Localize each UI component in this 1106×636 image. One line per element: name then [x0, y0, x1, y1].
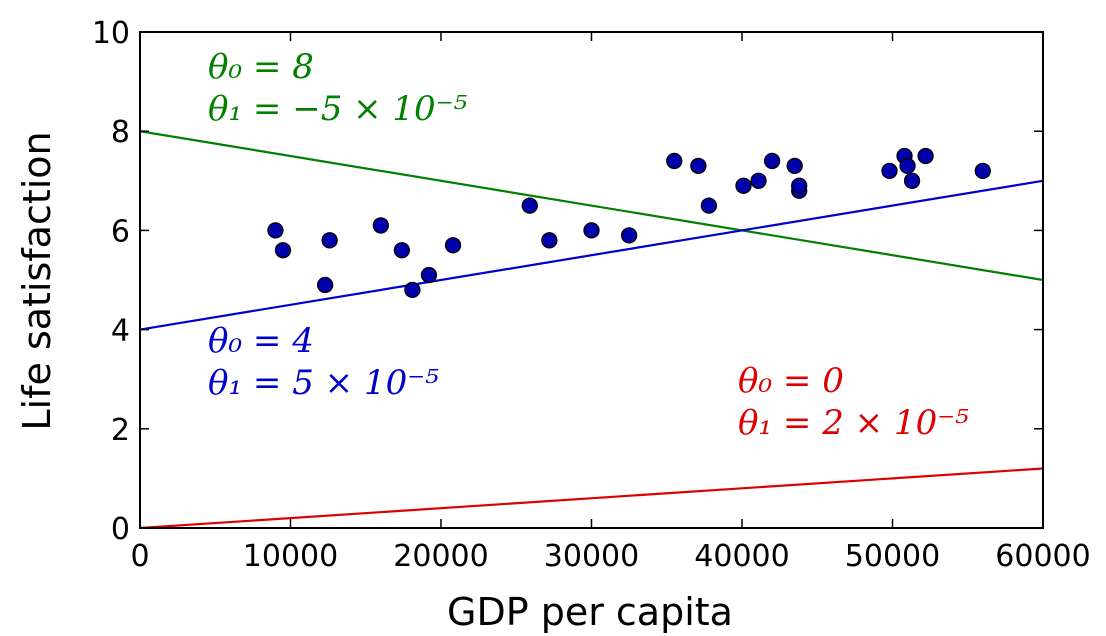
data-point: [620, 227, 638, 244]
data-point: [974, 162, 991, 180]
x-tick-label: 60000: [995, 539, 1090, 574]
plot-area: 0 10000 20000 30000 40000 50000 60000 0 2 4 6 8 10: [92, 16, 1091, 574]
annotation-red-theta0: θ₀ = 0: [738, 361, 844, 401]
annotation-red-theta1: θ₁ = 2 × 10⁻⁵: [738, 403, 969, 443]
x-tick-label: 50000: [845, 539, 940, 574]
data-point: [521, 197, 538, 214]
data-point: [666, 152, 683, 170]
data-point: [420, 266, 438, 284]
annotation-green-theta0: θ₀ = 8: [208, 47, 314, 87]
data-point: [881, 162, 898, 180]
data-point: [583, 222, 600, 239]
x-tick-label: 40000: [694, 539, 789, 574]
data-point: [393, 242, 411, 259]
y-tick-label: 4: [111, 314, 130, 349]
x-axis-label: GDP per capita: [447, 590, 733, 634]
data-point: [735, 177, 752, 194]
y-tick-label: 6: [111, 214, 130, 249]
x-tick-label: 10000: [243, 539, 338, 574]
data-point: [786, 157, 803, 175]
data-point: [791, 177, 808, 194]
model-line-2: [140, 467, 1043, 528]
data-point: [321, 232, 338, 249]
data-point: [267, 222, 284, 239]
data-point: [372, 217, 389, 234]
y-tick-label: 8: [111, 115, 130, 150]
x-tick-label: 0: [130, 539, 149, 574]
annotation-green-theta1: θ₁ = −5 × 10⁻⁵: [208, 89, 468, 129]
model-line-1: [140, 179, 1043, 331]
data-point: [899, 157, 916, 175]
data-point: [690, 157, 707, 175]
data-point: [316, 276, 334, 294]
y-tick-label: 10: [92, 16, 130, 51]
data-point: [750, 172, 767, 189]
x-tick-label: 30000: [544, 539, 639, 574]
data-point: [903, 172, 921, 189]
annotation-blue-theta0: θ₀ = 4: [208, 321, 314, 361]
model-line-0: [140, 130, 1043, 282]
y-tick-label: 0: [111, 512, 130, 547]
y-tick-label: 2: [111, 413, 130, 448]
data-point: [274, 242, 292, 259]
data-point: [917, 147, 934, 165]
data-point: [444, 237, 462, 254]
data-point: [700, 197, 718, 214]
data-point: [404, 281, 421, 299]
annotation-blue-theta1: θ₁ = 5 × 10⁻⁵: [208, 363, 439, 403]
y-axis-label: Life satisfaction: [15, 131, 59, 430]
data-point: [541, 232, 558, 249]
x-tick-label: 20000: [393, 539, 488, 574]
data-point: [763, 152, 781, 170]
